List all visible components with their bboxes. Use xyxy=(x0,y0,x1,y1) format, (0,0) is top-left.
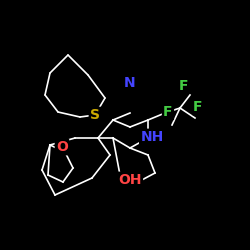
Text: NH: NH xyxy=(140,130,164,144)
Text: F: F xyxy=(178,79,188,93)
Text: OH: OH xyxy=(118,173,142,187)
Text: S: S xyxy=(90,108,100,122)
Text: F: F xyxy=(163,105,173,119)
Text: N: N xyxy=(124,76,136,90)
Text: O: O xyxy=(56,140,68,154)
Text: F: F xyxy=(193,100,203,114)
